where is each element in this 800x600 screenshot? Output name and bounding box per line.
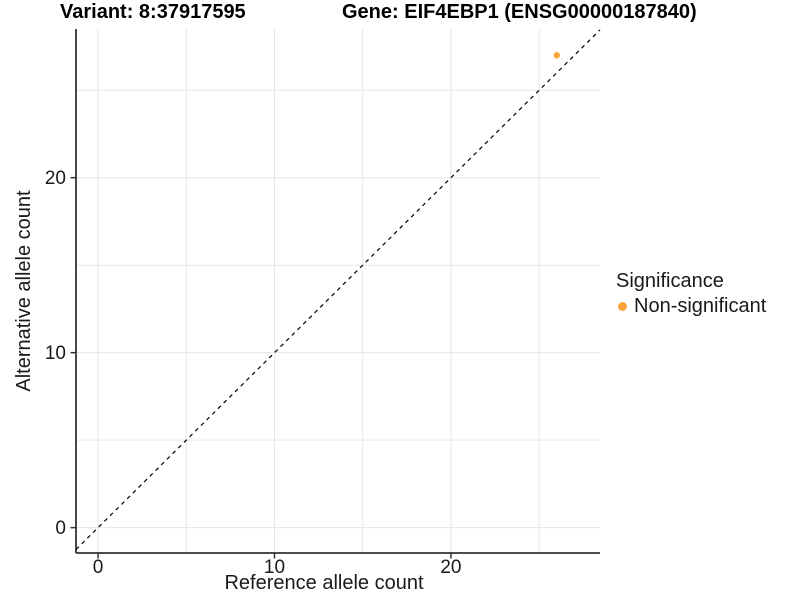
- y-axis-title: Alternative allele count: [13, 190, 35, 392]
- identity-line: [75, 29, 601, 550]
- legend-item-label: Non-significant: [634, 295, 767, 317]
- y-tick-label: 0: [55, 518, 66, 539]
- legend-title: Significance: [616, 270, 724, 292]
- y-tick-label: 20: [45, 168, 66, 189]
- x-tick-label: 10: [264, 557, 285, 578]
- data-point: [553, 52, 560, 59]
- plot-title-gene: Gene: EIF4EBP1 (ENSG00000187840): [342, 1, 697, 23]
- x-tick-label: 20: [440, 557, 461, 578]
- plot-title-variant: Variant: 8:37917595: [60, 1, 246, 23]
- y-tick-label: 10: [45, 343, 66, 364]
- legend: Significance Non-significant: [616, 270, 766, 318]
- x-axis-title: Reference allele count: [224, 572, 424, 594]
- legend-dot-icon: [618, 302, 627, 311]
- x-tick-label: 0: [93, 557, 104, 578]
- legend-item-non-significant: Non-significant: [618, 295, 766, 318]
